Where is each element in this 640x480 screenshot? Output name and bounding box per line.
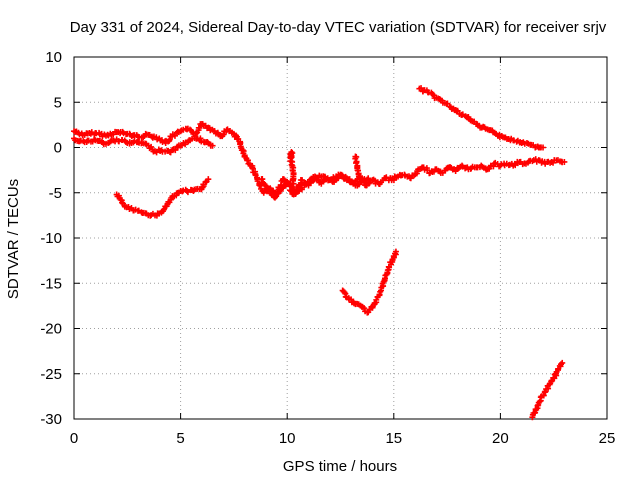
data-point <box>166 136 173 143</box>
data-point <box>454 107 461 114</box>
x-tick-label: 0 <box>70 430 78 447</box>
x-tick-label: 25 <box>599 430 616 447</box>
series-arc-1-spike <box>287 149 297 187</box>
y-tick-label: 10 <box>45 49 62 66</box>
chart-title: Day 331 of 2024, Sidereal Day-to-day VTE… <box>70 19 607 36</box>
data-points <box>71 85 568 421</box>
y-tick-label: -20 <box>40 321 62 338</box>
data-point <box>382 175 389 182</box>
data-point <box>209 142 216 149</box>
data-point <box>197 135 204 142</box>
data-point <box>160 206 167 213</box>
data-point <box>356 176 363 183</box>
axis-ticks <box>73 56 608 420</box>
x-tick-label: 5 <box>176 430 184 447</box>
series-arc-2 <box>113 176 212 219</box>
y-tick-label: -15 <box>40 275 62 292</box>
x-tick-label: 20 <box>492 430 509 447</box>
y-tick-label: -25 <box>40 366 62 383</box>
y-tick-label: -10 <box>40 230 62 247</box>
data-point <box>183 187 190 194</box>
grid-lines <box>74 57 607 419</box>
data-point <box>196 124 203 131</box>
data-point <box>273 193 280 200</box>
data-point <box>361 305 368 312</box>
data-point <box>205 176 212 183</box>
y-tick-label: 0 <box>54 140 62 157</box>
data-point <box>540 392 547 399</box>
data-point <box>559 359 566 366</box>
data-point <box>290 180 297 187</box>
x-axis-label: GPS time / hours <box>283 458 397 475</box>
x-tick-label: 10 <box>279 430 296 447</box>
series-arc-5 <box>529 359 566 421</box>
data-point <box>392 248 399 255</box>
series-arc-1-lower <box>71 135 216 156</box>
y-tick-label: -30 <box>40 411 62 428</box>
series-arc-1-spike-2 <box>352 153 364 183</box>
x-tick-label: 15 <box>385 430 402 447</box>
y-axis-label: SDTVAR / TECUs <box>5 179 22 299</box>
data-point <box>365 175 372 182</box>
data-point <box>561 158 568 165</box>
y-tick-label: -5 <box>49 185 62 202</box>
data-point <box>540 144 547 151</box>
data-point <box>383 174 390 181</box>
series-arc-4 <box>339 248 399 316</box>
y-tick-label: 5 <box>54 94 62 111</box>
series-arc-3 <box>416 85 547 151</box>
axis-tick-labels: 0 5 10 15 20 25 10 5 0 -5 -10 -15 -20 -25 -30 <box>40 49 615 447</box>
data-point <box>119 199 126 206</box>
data-point <box>288 187 295 194</box>
